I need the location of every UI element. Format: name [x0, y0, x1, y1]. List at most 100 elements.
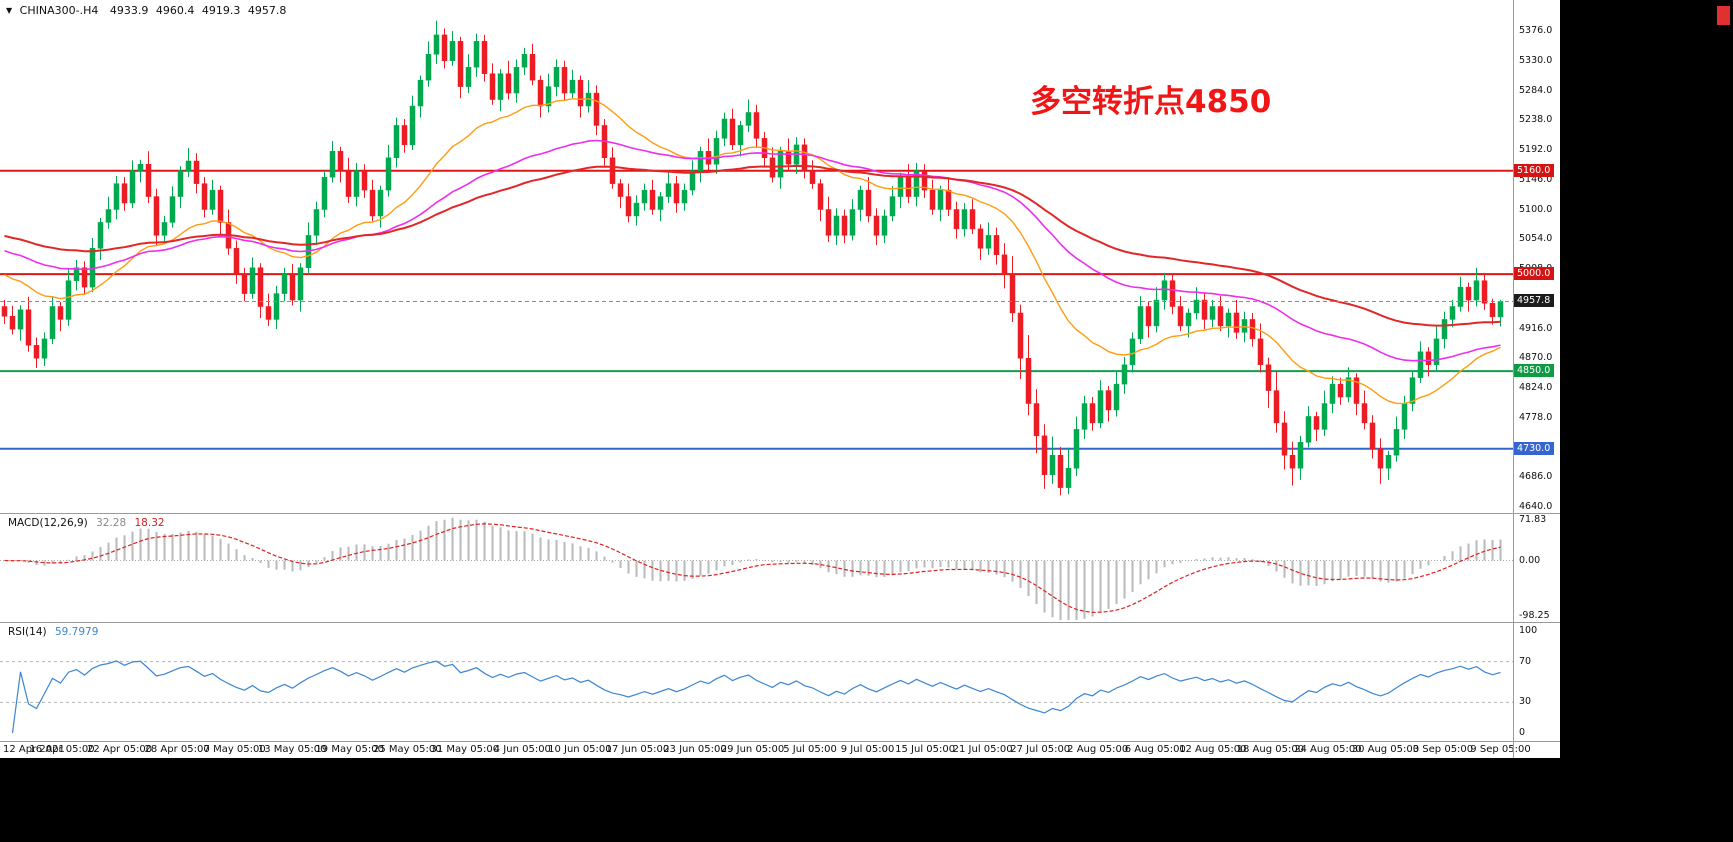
- candle-body: [153, 196, 160, 236]
- candle-body: [817, 183, 824, 210]
- candle-body: [1049, 455, 1056, 475]
- macd-value-main: 32.28: [96, 517, 127, 529]
- candle-body: [809, 170, 816, 184]
- macd-name: MACD(12,26,9): [8, 517, 88, 529]
- chart-window: ▼ CHINA300-.H4 4933.9 4960.4 4919.3 4957…: [0, 0, 1560, 758]
- candle-body: [857, 189, 864, 210]
- time-axis-label: 16 Apr 05:00: [29, 744, 95, 755]
- candle-body: [169, 196, 176, 223]
- candle-body: [1201, 299, 1208, 320]
- candle-body: [1233, 312, 1240, 333]
- candle-body: [985, 235, 992, 249]
- candle-body: [945, 189, 952, 210]
- candle-body: [969, 209, 976, 230]
- candle-body: [1337, 383, 1344, 398]
- time-axis-label: 17 Jun 05:00: [605, 744, 670, 755]
- candlestick-chart[interactable]: [0, 0, 1513, 513]
- time-axis-label: 2 Aug 05:00: [1067, 744, 1129, 755]
- candle-body: [1257, 338, 1264, 365]
- candle-body: [193, 160, 200, 184]
- candle-body: [1281, 422, 1288, 456]
- macd-scale-label: 0.00: [1519, 554, 1541, 566]
- rsi-scale-label: 0: [1519, 727, 1526, 738]
- candle-body: [785, 151, 792, 165]
- candle-body: [993, 235, 1000, 256]
- rsi-chart[interactable]: [0, 623, 1513, 741]
- macd-chart[interactable]: [0, 514, 1513, 622]
- time-axis-label: 23 Jun 05:00: [663, 744, 727, 755]
- time-axis-label: 31 May 05:00: [430, 744, 500, 755]
- candle-body: [1033, 403, 1040, 437]
- symbol-info-bar: ▼ CHINA300-.H4 4933.9 4960.4 4919.3 4957…: [6, 4, 290, 17]
- candle-body: [865, 189, 872, 217]
- annotation-text: 多空转折点4850: [1030, 84, 1272, 120]
- candle-body: [249, 267, 256, 294]
- time-axis-label: 19 May 05:00: [315, 744, 385, 755]
- candle-body: [1129, 338, 1136, 365]
- candle-body: [73, 267, 80, 281]
- candle-body: [97, 222, 104, 249]
- candle-body: [1009, 273, 1016, 314]
- time-axis-label: 15 Jul 05:00: [895, 744, 956, 755]
- candle-body: [937, 189, 944, 210]
- rsi-scale-label: 30: [1519, 696, 1532, 708]
- candle-body: [345, 170, 352, 197]
- candle-body: [1441, 319, 1448, 340]
- candle-body: [1, 306, 8, 317]
- right-margin: [1560, 0, 1733, 842]
- time-axis[interactable]: 12 Apr 2021 16 Apr 05:00 22 Apr 05:00 28 Ap…: [0, 741, 1560, 758]
- candle-body: [1313, 416, 1320, 430]
- candle-body: [681, 189, 688, 204]
- candle-body: [1041, 435, 1048, 475]
- candle-body: [825, 209, 832, 236]
- candle-body: [1297, 442, 1304, 469]
- scrollbar-thumb[interactable]: [1717, 6, 1730, 25]
- candle-body: [57, 306, 64, 320]
- candle-body: [137, 163, 144, 171]
- candle-body: [729, 118, 736, 146]
- candle-body: [889, 196, 896, 217]
- rsi-panel: RSI(14) 59.7979 100 70 30 0: [0, 622, 1560, 741]
- candle-body: [113, 183, 120, 210]
- candle-body: [321, 176, 328, 210]
- candle-body: [1137, 306, 1144, 340]
- candle-body: [1425, 351, 1432, 365]
- candle-body: [9, 315, 16, 330]
- candle-body: [553, 66, 560, 87]
- ohlc-low: 4919.3: [201, 4, 241, 17]
- candle-body: [1289, 455, 1296, 469]
- candle-body: [233, 248, 240, 275]
- candle-body: [1417, 351, 1424, 378]
- candle-body: [625, 196, 632, 217]
- macd-panel: MACD(12,26,9) 32.28 18.32 71.83 0.00 -98.2…: [0, 513, 1560, 622]
- symbol-name: CHINA300-.H4: [19, 4, 99, 17]
- candle-body: [409, 105, 416, 146]
- candle-body: [1017, 312, 1024, 359]
- candle-body: [881, 215, 888, 236]
- symbol-dropdown-icon[interactable]: ▼: [6, 6, 13, 15]
- candle-body: [649, 189, 656, 210]
- candle-body: [673, 183, 680, 204]
- candle-body: [961, 209, 968, 230]
- candle-body: [977, 228, 984, 249]
- macd-label: MACD(12,26,9) 32.28 18.32: [8, 517, 170, 529]
- time-axis-label: 13 May 05:00: [257, 744, 327, 755]
- candle-body: [1401, 403, 1408, 430]
- candle-body: [1497, 301, 1504, 318]
- candle-body: [841, 215, 848, 236]
- candle-body: [481, 41, 488, 74]
- candle-body: [265, 306, 272, 320]
- candle-body: [329, 151, 336, 178]
- candle-body: [745, 112, 752, 126]
- time-axis-label: 5 Jul 05:00: [783, 744, 837, 755]
- macd-scale-label: 71.83: [1519, 514, 1547, 525]
- time-axis-label: 10 Jun 05:00: [548, 744, 612, 755]
- candle-body: [393, 125, 400, 159]
- candle-body: [505, 73, 512, 94]
- candle-body: [1321, 403, 1328, 430]
- candle-body: [361, 170, 368, 191]
- candle-body: [633, 202, 640, 217]
- candle-body: [849, 209, 856, 236]
- candle-body: [465, 66, 472, 87]
